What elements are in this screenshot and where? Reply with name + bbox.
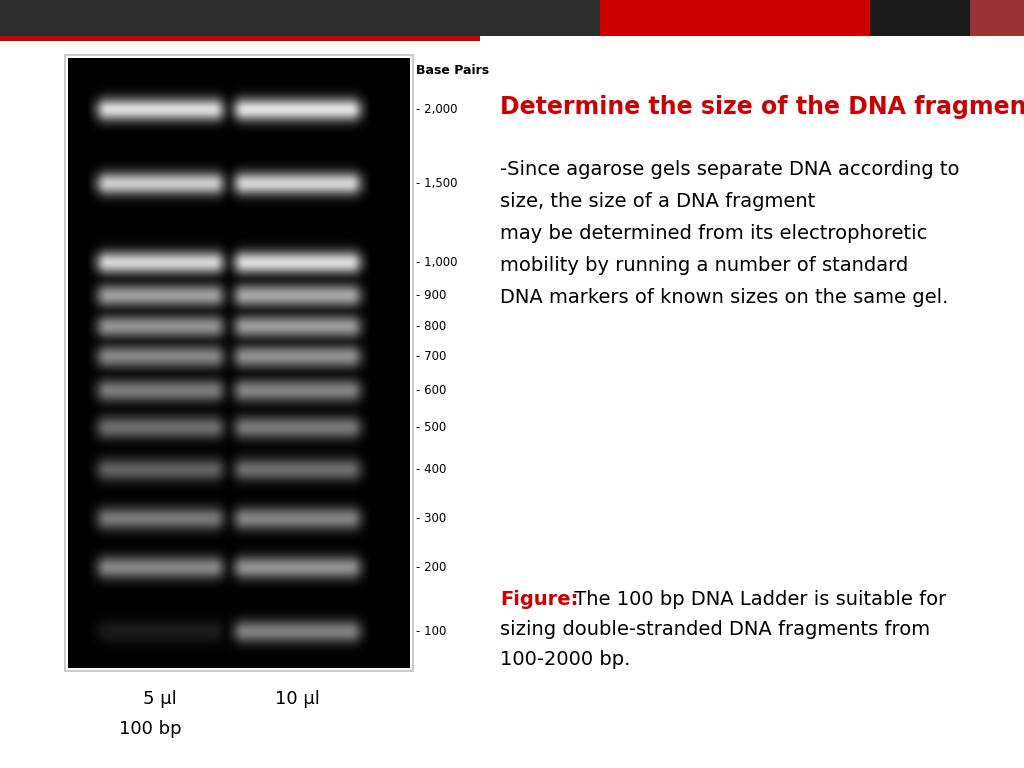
Text: - 1,000: - 1,000 [416,256,458,269]
Text: - 2,000: - 2,000 [416,104,458,116]
Text: - 600: - 600 [416,384,446,397]
Text: sizing double-stranded DNA fragments from: sizing double-stranded DNA fragments fro… [500,620,930,639]
Text: mobility by running a number of standard: mobility by running a number of standard [500,256,908,275]
Text: 100 bp: 100 bp [119,720,181,738]
Bar [0,36,480,41]
Text: 10 μl: 10 μl [274,690,319,708]
Text: - 900: - 900 [416,290,446,303]
Bar [0,0,1024,36]
Text: - 1,500: - 1,500 [416,177,458,190]
Text: - 500: - 500 [416,421,446,434]
Text: Determine the size of the DNA fragment:: Determine the size of the DNA fragment: [500,95,1024,119]
Text: The 100 bp DNA Ladder is suitable for: The 100 bp DNA Ladder is suitable for [568,590,946,609]
Bar [66,56,412,670]
Text: - 400: - 400 [416,463,446,476]
Text: - 100: - 100 [416,625,446,638]
Bar [600,0,870,36]
Text: - 700: - 700 [416,350,446,363]
Text: Base Pairs: Base Pairs [416,64,489,77]
Text: -Since agarose gels separate DNA according to: -Since agarose gels separate DNA accordi… [500,160,959,179]
Text: size, the size of a DNA fragment: size, the size of a DNA fragment [500,192,815,211]
Bar [68,58,410,668]
Text: - 200: - 200 [416,561,446,574]
Text: 5 μl: 5 μl [143,690,177,708]
Bar [970,0,1024,36]
Bar [63,54,414,672]
Text: DNA markers of known sizes on the same gel.: DNA markers of known sizes on the same g… [500,288,948,307]
Text: - 300: - 300 [416,512,446,525]
Text: Figure:: Figure: [500,590,579,609]
Bar [870,0,970,36]
Text: - 800: - 800 [416,320,446,333]
Text: 100-2000 bp.: 100-2000 bp. [500,650,631,669]
Text: may be determined from its electrophoretic: may be determined from its electrophoret… [500,224,928,243]
